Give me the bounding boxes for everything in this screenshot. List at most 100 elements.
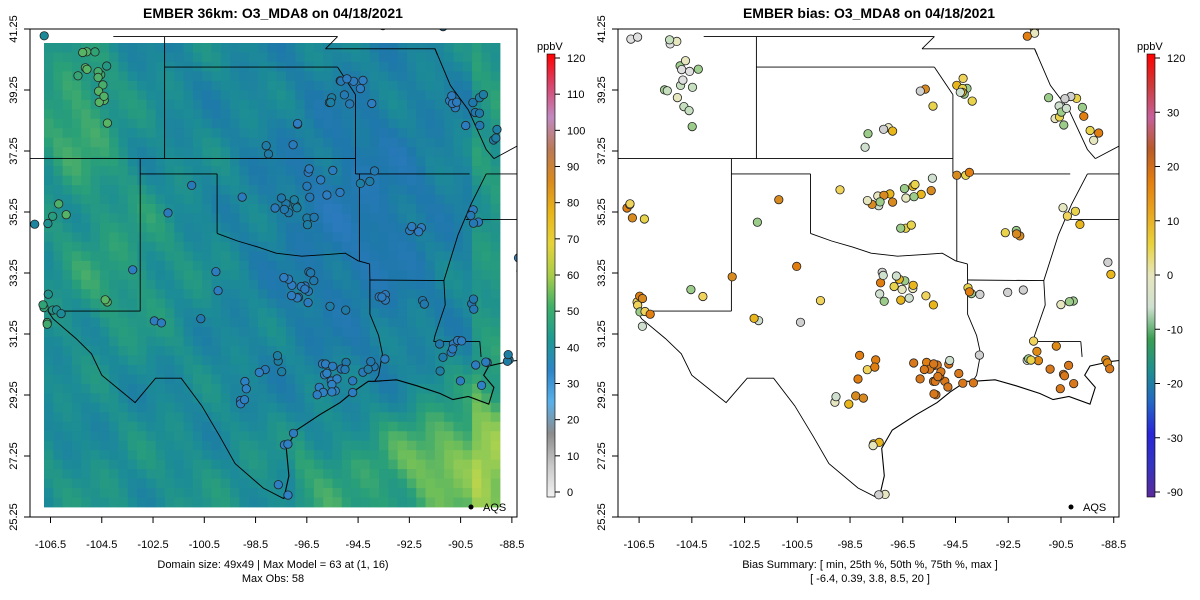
grid-cell: [202, 137, 212, 148]
grid-cell: [397, 232, 408, 243]
grid-cell: [332, 175, 343, 186]
coastline: [283, 359, 517, 499]
grid-cell: [276, 289, 287, 300]
grid-cell: [267, 289, 278, 300]
grid-cell: [444, 497, 454, 508]
aqs-site: [727, 272, 737, 282]
grid-cell: [481, 185, 492, 195]
grid-cell: [146, 222, 157, 233]
grid-cell: [490, 251, 501, 262]
grid-cell: [62, 497, 73, 508]
grid-cell: [295, 71, 305, 82]
grid-cell: [406, 364, 417, 375]
grid-cell: [109, 374, 119, 385]
grid-cell: [462, 185, 473, 195]
grid-cell: [71, 270, 82, 281]
grid-cell: [211, 450, 222, 461]
aqs-site: [1045, 364, 1055, 374]
grid-cell: [397, 241, 408, 252]
aqs-site: [328, 165, 338, 175]
aqs-site: [1079, 111, 1089, 121]
grid-cell: [304, 137, 315, 148]
grid-cell: [481, 450, 492, 461]
grid-cell: [388, 488, 399, 498]
grid-cell: [444, 156, 454, 167]
grid-cell: [444, 43, 454, 53]
aqs-site: [30, 219, 40, 229]
aqs-site: [300, 284, 310, 294]
grid-cell: [220, 412, 231, 423]
grid-cell: [276, 459, 287, 470]
grid-cell: [248, 308, 259, 319]
grid-cell: [481, 222, 492, 233]
grid-cell: [323, 450, 333, 461]
grid-cell: [239, 137, 250, 148]
grid-cell: [239, 459, 250, 470]
state-boundary: [325, 36, 338, 50]
grid-cell: [258, 166, 268, 176]
grid-cell: [351, 459, 361, 470]
state-boundary: [520, 220, 523, 360]
grid-cell: [127, 497, 138, 508]
grid-cell: [248, 71, 259, 82]
grid-cell: [453, 203, 464, 214]
grid-cell: [137, 137, 147, 148]
grid-cell: [360, 298, 371, 309]
grid-cell: [425, 364, 436, 375]
grid-cell: [444, 364, 454, 375]
grid-cell: [127, 270, 138, 281]
grid-cell: [276, 213, 287, 224]
grid-cell: [118, 279, 129, 290]
grid-cell: [109, 317, 119, 328]
grid-cell: [425, 80, 436, 91]
grid-cell: [323, 251, 333, 262]
grid-cell: [137, 383, 147, 394]
grid-cell: [230, 232, 240, 243]
grid-cell: [416, 185, 426, 195]
grid-cell: [202, 118, 212, 129]
grid-cell: [369, 478, 380, 489]
grid-cell: [267, 260, 278, 271]
grid-cell: [267, 251, 278, 262]
grid-cell: [164, 118, 175, 129]
grid-cell: [313, 147, 324, 158]
grid-cell: [127, 232, 138, 243]
grid-cell: [406, 61, 417, 72]
grid-cell: [351, 80, 361, 91]
grid-cell: [127, 327, 138, 337]
grid-cell: [258, 128, 268, 139]
grid-cell: [118, 80, 129, 91]
grid-cell: [137, 289, 147, 300]
grid-cell: [118, 431, 129, 442]
grid-cell: [192, 43, 203, 53]
grid-cell: [118, 355, 129, 366]
grid-cell: [360, 203, 371, 214]
grid-cell: [71, 241, 82, 252]
grid-cell: [127, 147, 138, 158]
grid-cell: [62, 431, 73, 442]
grid-cell: [490, 289, 501, 300]
grid-cell: [379, 497, 389, 508]
grid-cell: [425, 61, 436, 72]
grid-cell: [444, 402, 454, 413]
grid-cell: [137, 241, 147, 252]
grid-cell: [183, 355, 194, 366]
grid-cell: [239, 232, 250, 243]
grid-cell: [239, 488, 250, 498]
grid-cell: [183, 99, 194, 110]
grid-cell: [267, 469, 278, 479]
grid-cell: [248, 222, 259, 233]
grid-cell: [146, 175, 157, 186]
grid-cell: [53, 166, 64, 176]
grid-cell: [425, 298, 436, 309]
grid-cell: [388, 459, 399, 470]
grid-cell: [323, 327, 333, 337]
grid-cell: [155, 412, 166, 423]
grid-cell: [44, 336, 54, 347]
grid-cell: [388, 440, 399, 451]
colorbar-tick-label: -20: [1167, 379, 1183, 391]
grid-cell: [276, 298, 287, 309]
grid-cell: [90, 156, 101, 167]
grid-cell: [258, 203, 268, 214]
aqs-site: [1060, 94, 1070, 104]
